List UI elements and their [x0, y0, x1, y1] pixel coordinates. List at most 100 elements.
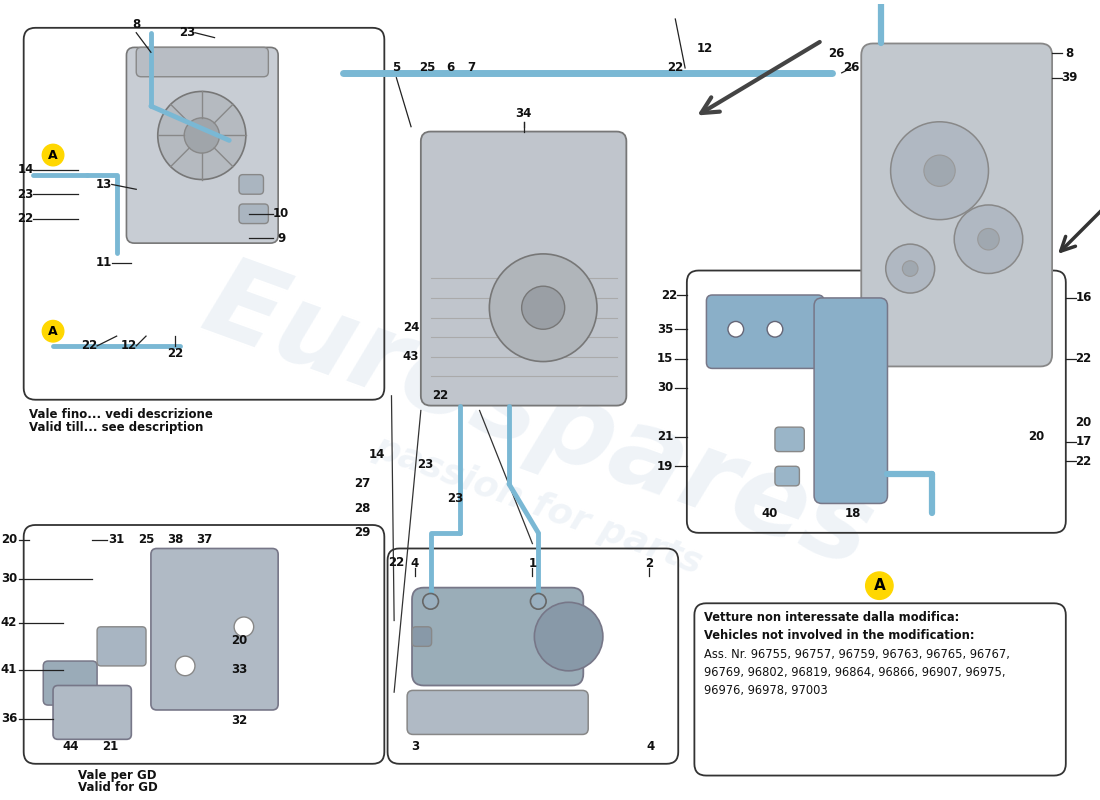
Text: 40: 40 — [762, 506, 778, 520]
Text: 22: 22 — [432, 390, 449, 402]
Text: 13: 13 — [96, 178, 112, 191]
Circle shape — [767, 322, 783, 337]
Text: 20: 20 — [1, 533, 18, 546]
Text: 8: 8 — [132, 18, 141, 31]
Text: 16: 16 — [1075, 291, 1091, 305]
Circle shape — [530, 594, 546, 609]
Text: 2: 2 — [645, 557, 653, 570]
Text: 37: 37 — [197, 533, 213, 546]
Text: 20: 20 — [231, 634, 248, 647]
Text: 22: 22 — [668, 62, 683, 74]
Text: 28: 28 — [354, 502, 371, 515]
Text: Vale fino... vedi descrizione: Vale fino... vedi descrizione — [29, 407, 212, 421]
Text: A: A — [48, 149, 58, 162]
Text: Vale per GD: Vale per GD — [77, 769, 156, 782]
Circle shape — [891, 122, 989, 220]
Text: 21: 21 — [657, 430, 673, 443]
Text: 11: 11 — [96, 256, 112, 270]
Text: 96769, 96802, 96819, 96864, 96866, 96907, 96975,: 96769, 96802, 96819, 96864, 96866, 96907… — [704, 666, 1005, 679]
Circle shape — [902, 261, 918, 277]
Text: 17: 17 — [1076, 435, 1091, 448]
Text: 22: 22 — [167, 347, 184, 360]
Text: 10: 10 — [273, 207, 289, 220]
Text: 4: 4 — [647, 740, 654, 753]
Text: 18: 18 — [845, 506, 861, 520]
Text: 22: 22 — [18, 212, 34, 225]
FancyBboxPatch shape — [126, 47, 278, 243]
Circle shape — [728, 322, 744, 337]
Text: 41: 41 — [1, 663, 18, 676]
Text: 7: 7 — [468, 62, 476, 74]
Text: A: A — [873, 578, 886, 593]
Text: 19: 19 — [657, 460, 673, 473]
Text: 42: 42 — [1, 616, 18, 630]
Text: Vetture non interessate dalla modifica:: Vetture non interessate dalla modifica: — [704, 611, 959, 624]
Text: 15: 15 — [657, 352, 673, 365]
Circle shape — [42, 321, 64, 342]
Text: 22: 22 — [1076, 455, 1091, 468]
Text: 20: 20 — [1076, 416, 1091, 429]
Text: 32: 32 — [231, 714, 248, 727]
Text: 43: 43 — [403, 350, 419, 363]
Text: 38: 38 — [167, 533, 184, 546]
FancyBboxPatch shape — [43, 661, 97, 705]
Circle shape — [924, 155, 955, 186]
Text: Vehicles not involved in the modification:: Vehicles not involved in the modificatio… — [704, 629, 975, 642]
Text: 39: 39 — [1062, 71, 1078, 84]
Text: 8: 8 — [1066, 46, 1074, 60]
Text: 26: 26 — [828, 46, 845, 60]
Text: 26: 26 — [844, 62, 860, 74]
Circle shape — [42, 144, 64, 166]
Circle shape — [157, 91, 245, 179]
FancyBboxPatch shape — [412, 588, 583, 686]
Text: Valid till... see description: Valid till... see description — [29, 422, 204, 434]
Text: 27: 27 — [354, 478, 371, 490]
Text: 21: 21 — [101, 740, 118, 753]
FancyBboxPatch shape — [774, 427, 804, 451]
Text: 34: 34 — [516, 107, 531, 121]
FancyBboxPatch shape — [814, 298, 888, 503]
Text: 9: 9 — [277, 232, 285, 245]
Text: 14: 14 — [18, 163, 34, 176]
Circle shape — [535, 602, 603, 671]
Circle shape — [175, 656, 195, 676]
Text: 23: 23 — [18, 188, 34, 201]
FancyBboxPatch shape — [861, 43, 1052, 366]
FancyBboxPatch shape — [774, 466, 800, 486]
Text: A: A — [48, 325, 58, 338]
Text: Valid for GD: Valid for GD — [77, 782, 157, 794]
Circle shape — [422, 594, 439, 609]
Text: Eurospares: Eurospares — [189, 249, 887, 590]
FancyBboxPatch shape — [706, 295, 824, 369]
Text: 14: 14 — [368, 448, 385, 461]
Text: 20: 20 — [1028, 430, 1045, 443]
Text: 22: 22 — [388, 556, 405, 569]
Text: 29: 29 — [354, 526, 371, 539]
Text: 23: 23 — [418, 458, 433, 471]
Text: 30: 30 — [1, 572, 18, 586]
Text: Ass. Nr. 96755, 96757, 96759, 96763, 96765, 96767,: Ass. Nr. 96755, 96757, 96759, 96763, 967… — [704, 648, 1010, 662]
Text: 35: 35 — [657, 322, 673, 336]
Text: 24: 24 — [403, 321, 419, 334]
Text: 23: 23 — [179, 26, 196, 39]
Circle shape — [490, 254, 597, 362]
Text: 96976, 96978, 97003: 96976, 96978, 97003 — [704, 683, 828, 697]
Text: 12: 12 — [696, 42, 713, 55]
Text: 12: 12 — [120, 339, 136, 352]
FancyBboxPatch shape — [239, 174, 264, 194]
Text: 31: 31 — [109, 533, 124, 546]
FancyBboxPatch shape — [151, 549, 278, 710]
Text: 1: 1 — [528, 557, 537, 570]
Text: 5: 5 — [393, 62, 400, 74]
Text: 36: 36 — [1, 712, 18, 726]
FancyBboxPatch shape — [53, 686, 131, 739]
Circle shape — [184, 118, 219, 153]
FancyBboxPatch shape — [412, 626, 431, 646]
Circle shape — [866, 572, 893, 599]
Text: 22: 22 — [81, 339, 98, 352]
Text: 23: 23 — [447, 492, 463, 505]
FancyBboxPatch shape — [136, 47, 268, 77]
Text: passion for parts: passion for parts — [370, 430, 707, 581]
Circle shape — [978, 229, 999, 250]
Text: 25: 25 — [138, 533, 154, 546]
